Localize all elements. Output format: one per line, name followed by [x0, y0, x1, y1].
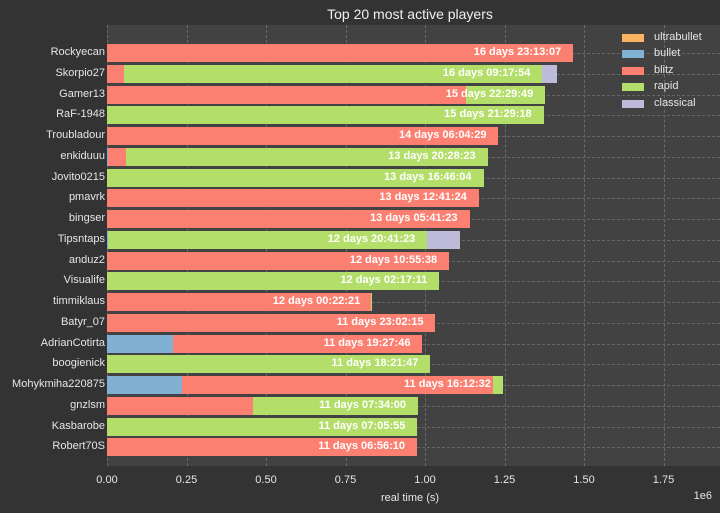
bar-segment-blitz: [107, 127, 499, 145]
y-tick-label: boogienick: [52, 357, 105, 370]
bar-segment-classical: [427, 230, 461, 249]
x-tick-label: 1.25: [493, 474, 516, 486]
chart-title: Top 20 most active players: [327, 6, 493, 22]
y-tick-label: Visualife: [63, 274, 105, 287]
x-tick-label: 1.75: [652, 474, 675, 486]
bar-segment-rapid: [370, 293, 373, 311]
legend-swatch-icon: [622, 66, 644, 75]
bar-total-label: 11 days 18:21:47: [331, 357, 419, 370]
legend-swatch-icon: [622, 83, 644, 92]
y-tick-label: gnzlsm: [70, 398, 105, 411]
legend-label: classical: [654, 96, 696, 109]
x-tick-label: 1.00: [414, 474, 436, 486]
bar-segment-rapid: [108, 230, 428, 249]
bar-total-label: 12 days 10:55:38: [349, 253, 438, 266]
bar-segment-rapid: [465, 85, 546, 104]
y-tick-label: Troubladour: [46, 129, 105, 141]
bar-segment-blitz: [107, 64, 124, 83]
x-gridline: [663, 25, 665, 466]
bar-segment-rapid: [125, 147, 488, 166]
legend-label: blitz: [654, 63, 674, 76]
bar-segment-bullet: [107, 334, 174, 353]
bar-total-label: 13 days 16:46:04: [384, 170, 472, 183]
bar-segment-blitz: [107, 85, 466, 104]
bar-total-label: 13 days 12:41:24: [379, 191, 467, 204]
y-tick-label: Tipsntaps: [57, 232, 105, 245]
bar-segment-classical: [542, 64, 558, 83]
y-tick-label: timmiklaus: [53, 295, 105, 307]
bar-total-label: 13 days 05:41:23: [370, 212, 458, 224]
bar-segment-blitz: [107, 189, 479, 208]
y-tick-label: Skorpio27: [55, 66, 105, 79]
y-tick-label: AdrianCotirta: [40, 336, 105, 349]
bar-total-label: 11 days 06:56:10: [318, 440, 406, 453]
bar-segment-rapid: [107, 168, 484, 187]
bar-segment-bullet: [107, 147, 108, 166]
bar-total-label: 11 days 23:02:15: [336, 315, 424, 328]
bar-total-label: 11 days 07:05:55: [318, 419, 406, 432]
bar-segment-blitz: [107, 210, 470, 228]
bar-segment-bullet: [107, 376, 183, 394]
bar-segment-blitz: [107, 396, 253, 415]
bar-segment-rapid: [107, 272, 440, 291]
bar-segment-blitz: [107, 438, 418, 457]
x-tick-label: 1.50: [573, 474, 595, 486]
bar-segment-rapid: [252, 396, 418, 415]
y-gridline: [107, 302, 720, 303]
legend-label: bullet: [654, 47, 681, 60]
bar-segment-blitz: [107, 313, 436, 332]
bar-segment-blitz: [107, 147, 126, 166]
bar-total-label: 16 days 23:13:07: [473, 46, 562, 58]
y-tick-label: Robert70S: [52, 440, 105, 453]
bar-segment-rapid: [123, 64, 543, 83]
plot-area: 16 days 23:13:07 16 days 09:17:54 15 days …: [107, 25, 720, 466]
x-tick-label: 0.25: [175, 474, 198, 486]
bar-total-label: 12 days 20:41:23: [327, 232, 416, 245]
bar-total-label: 11 days 19:27:46: [323, 336, 411, 349]
bar-segment-blitz: [107, 44, 574, 62]
y-tick-label: Mohykmiha220875: [12, 378, 105, 390]
bar-total-label: 13 days 20:28:23: [388, 149, 476, 162]
bar-total-label: 12 days 02:17:11: [340, 274, 428, 287]
bar-segment-rapid: [107, 106, 544, 125]
bar-segment-rapid: [107, 355, 431, 374]
y-tick-label: enkiduuu: [60, 149, 105, 162]
bar-segment-blitz: [107, 251, 450, 270]
bar-segment-blitz: [173, 334, 423, 353]
bar-total-label: 12 days 00:22:21: [272, 295, 361, 307]
y-tick-label: Gamer13: [59, 87, 105, 100]
y-tick-label: bingser: [68, 212, 105, 224]
y-tick-label: pmavrk: [68, 191, 105, 204]
x-axis-label: real time (s): [380, 492, 440, 504]
bar-segment-rapid: [107, 417, 418, 436]
x-gridline: [504, 25, 506, 466]
legend-swatch-icon: [622, 50, 644, 59]
bar-total-label: 11 days 07:34:00: [319, 398, 406, 411]
bar-segment-blitz: [107, 293, 371, 311]
bar-total-label: 14 days 06:04:29: [399, 129, 487, 141]
bar-total-label: 11 days 16:12:32: [404, 378, 491, 390]
legend-label: rapid: [654, 80, 679, 93]
x-axis-scale-exponent: 1e6: [693, 490, 712, 502]
bar-segment-blitz: [182, 376, 494, 394]
x-tick-label: 0.00: [96, 474, 118, 486]
x-tick-label: 0.75: [334, 474, 357, 486]
x-tick-label: 0.50: [255, 474, 277, 486]
y-tick-label: Batyr_07: [60, 315, 105, 328]
y-tick-label: anduz2: [68, 253, 105, 266]
bar-total-label: 16 days 09:17:54: [442, 66, 531, 79]
x-gridline: [584, 25, 585, 466]
y-tick-label: Kasbarobe: [51, 419, 105, 432]
bar-segment-rapid: [493, 376, 503, 394]
legend-label: ultrabullet: [654, 31, 702, 43]
legend-swatch-icon: [622, 34, 644, 42]
legend-swatch-icon: [622, 99, 644, 108]
y-tick-label: Rockyecan: [50, 46, 105, 58]
bar-total-label: 15 days 21:29:18: [444, 108, 532, 121]
y-tick-label: Jovito0215: [51, 170, 105, 183]
y-tick-label: RaF-1948: [56, 108, 105, 121]
bar-segment-bullet: [107, 230, 109, 249]
bar-total-label: 15 days 22:29:49: [445, 87, 534, 100]
